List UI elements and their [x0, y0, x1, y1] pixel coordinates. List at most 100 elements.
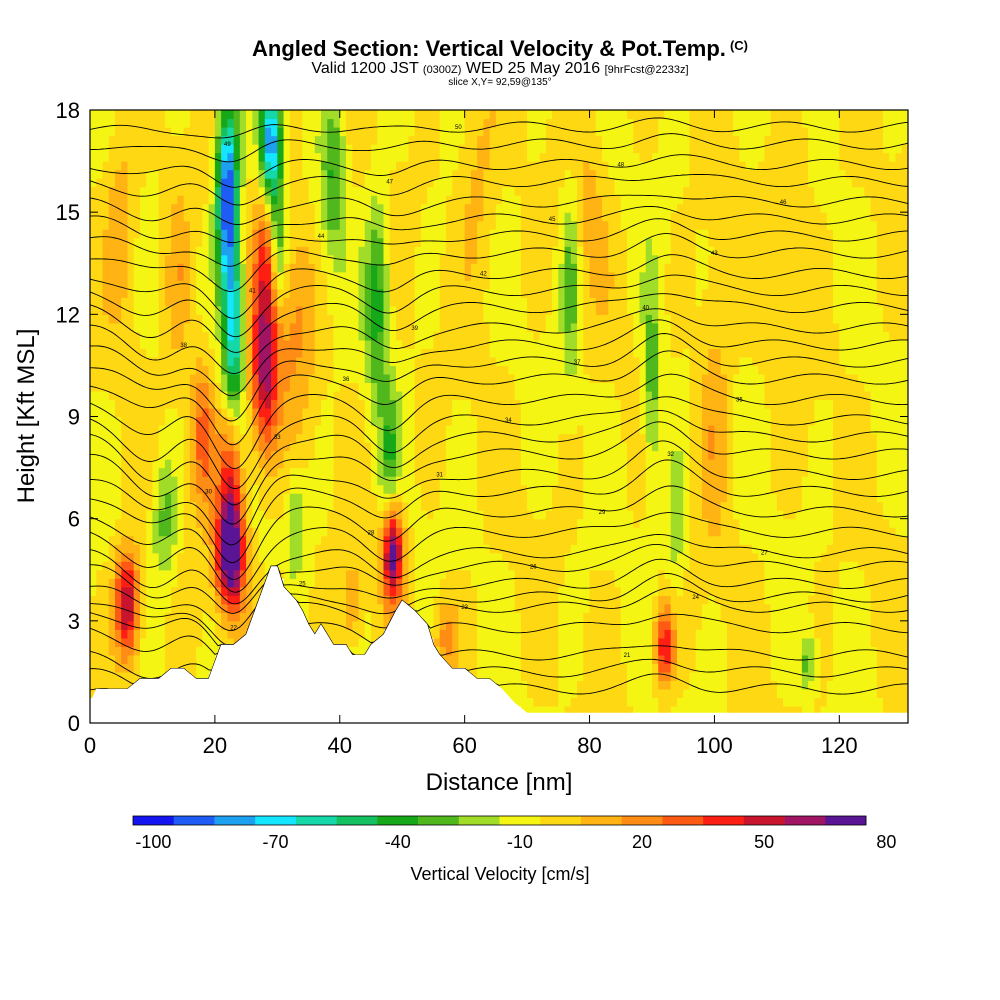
velocity-cell	[102, 510, 110, 520]
velocity-cell	[545, 603, 553, 613]
velocity-cell	[139, 578, 147, 588]
velocity-cell	[189, 637, 197, 647]
velocity-cell	[433, 322, 441, 332]
velocity-cell	[370, 527, 378, 537]
velocity-cell	[139, 510, 147, 520]
velocity-cell	[90, 305, 97, 315]
velocity-cell	[464, 373, 472, 384]
velocity-cell	[289, 425, 297, 435]
velocity-cell	[183, 152, 191, 162]
velocity-cell	[458, 544, 466, 554]
velocity-cell	[495, 297, 503, 307]
velocity-cell	[227, 527, 235, 537]
velocity-cell	[452, 271, 460, 281]
velocity-cell	[239, 442, 247, 452]
velocity-cell	[520, 399, 528, 409]
velocity-cell	[414, 459, 422, 469]
velocity-cell	[202, 280, 210, 290]
velocity-cell	[121, 322, 129, 332]
velocity-cell	[183, 407, 191, 418]
velocity-cell	[477, 629, 484, 639]
velocity-cell	[402, 212, 410, 222]
velocity-cell	[545, 569, 553, 579]
velocity-cell	[552, 237, 559, 247]
velocity-cell	[308, 382, 316, 392]
velocity-cell	[395, 212, 403, 222]
velocity-cell	[439, 314, 447, 324]
velocity-cell	[477, 578, 484, 588]
velocity-cell	[533, 612, 541, 622]
velocity-cell	[314, 144, 322, 154]
velocity-cell	[189, 399, 197, 409]
velocity-cell	[164, 518, 172, 528]
velocity-cell	[258, 135, 266, 145]
velocity-cell	[358, 135, 366, 145]
velocity-cell	[458, 263, 466, 273]
velocity-cell	[527, 195, 534, 205]
velocity-cell	[477, 288, 484, 298]
velocity-cell	[370, 110, 378, 120]
velocity-cell	[464, 365, 472, 375]
velocity-cell	[452, 629, 460, 639]
velocity-cell	[314, 195, 322, 205]
velocity-cell	[489, 144, 497, 154]
velocity-cell	[458, 569, 466, 579]
velocity-cell	[283, 271, 291, 281]
velocity-cell	[96, 263, 104, 273]
subtitle-date: WED 25 May 2016	[465, 60, 601, 77]
velocity-cell	[121, 646, 129, 656]
velocity-cell	[96, 169, 104, 179]
velocity-cell	[520, 476, 528, 486]
velocity-cell	[177, 612, 185, 622]
velocity-cell	[96, 127, 104, 137]
velocity-cell	[183, 178, 191, 188]
velocity-cell	[452, 297, 460, 307]
velocity-cell	[239, 578, 247, 588]
velocity-cell	[389, 288, 397, 298]
velocity-cell	[152, 322, 160, 332]
velocity-cell	[183, 348, 191, 358]
velocity-cell	[420, 450, 428, 460]
velocity-cell	[533, 373, 541, 384]
velocity-cell	[333, 161, 341, 171]
velocity-cell	[196, 322, 203, 332]
velocity-cell	[452, 518, 460, 528]
velocity-cell	[408, 246, 416, 256]
velocity-cell	[127, 501, 135, 511]
velocity-cell	[514, 297, 522, 307]
velocity-cell	[239, 552, 247, 562]
velocity-cell	[158, 229, 166, 239]
velocity-cell	[183, 467, 191, 477]
velocity-cell	[458, 399, 466, 409]
velocity-cell	[439, 331, 447, 341]
velocity-cell	[102, 416, 110, 426]
velocity-cell	[302, 407, 310, 418]
velocity-cell	[202, 356, 210, 367]
velocity-cell	[370, 399, 378, 409]
velocity-cell	[152, 663, 160, 673]
velocity-cell	[464, 237, 472, 247]
velocity-cell	[152, 246, 160, 256]
velocity-cell	[321, 603, 328, 613]
velocity-cell	[96, 314, 104, 324]
velocity-cell	[470, 527, 478, 537]
velocity-cell	[146, 373, 154, 384]
velocity-cell	[564, 595, 572, 605]
velocity-cell	[239, 425, 247, 435]
velocity-cell	[127, 161, 135, 171]
velocity-cell	[464, 263, 472, 273]
velocity-cell	[321, 552, 328, 562]
velocity-cell	[545, 280, 553, 290]
velocity-cell	[539, 697, 547, 707]
velocity-cell	[314, 501, 322, 511]
velocity-cell	[539, 195, 547, 205]
velocity-cell	[514, 425, 522, 435]
velocity-cell	[364, 459, 372, 469]
velocity-cell	[346, 152, 353, 162]
velocity-cell	[352, 459, 360, 469]
velocity-cell	[545, 450, 553, 460]
velocity-cell	[527, 646, 534, 656]
velocity-cell	[483, 297, 491, 307]
velocity-cell	[439, 450, 447, 460]
velocity-cell	[383, 518, 391, 528]
